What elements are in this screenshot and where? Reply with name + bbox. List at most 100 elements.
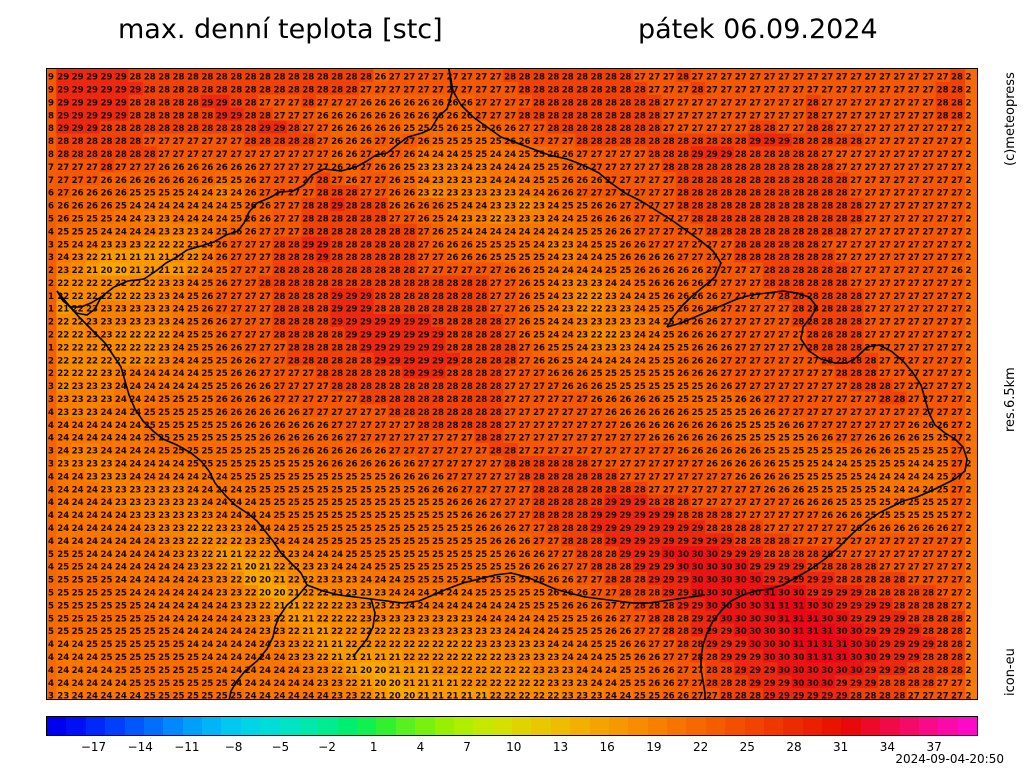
temperature-value: 27 — [634, 150, 646, 160]
temperature-value: 27 — [533, 369, 545, 379]
temperature-value: 25 — [216, 382, 228, 392]
temperature-value: 28 — [778, 292, 790, 302]
temperature-value: 25 — [245, 434, 257, 444]
temperature-value: 26 — [158, 163, 170, 173]
temperature-value: 27 — [634, 434, 646, 444]
temperature-value: 26 — [634, 240, 646, 250]
temperature-value: 24 — [201, 202, 213, 212]
temperature-value: 27 — [663, 202, 675, 212]
temperature-value: 26 — [201, 163, 213, 173]
temperature-value: 27 — [735, 98, 747, 108]
temperature-value: 28 — [490, 421, 502, 431]
temperature-value: 27 — [778, 85, 790, 95]
temperature-value: 28 — [432, 292, 444, 302]
temperature-cell — [633, 107, 649, 122]
temperature-value: 27 — [937, 253, 949, 263]
temperature-value: 27 — [951, 279, 963, 289]
temperature-value: 23 — [475, 163, 487, 173]
temperature-value: 27 — [850, 421, 862, 431]
temperature-value: 22 — [57, 279, 69, 289]
temperature-value: 25 — [533, 266, 545, 276]
temperature-value: 27 — [792, 111, 804, 121]
temperature-value: 29 — [115, 111, 127, 121]
temperature-value: 28 — [461, 343, 473, 353]
temperature-value: 24 — [533, 240, 545, 250]
temperature-cell — [373, 69, 389, 83]
temperature-value: 24 — [72, 421, 84, 431]
temperature-cell — [834, 133, 850, 147]
temperature-value: 28 — [735, 176, 747, 186]
temperature-value: 28 — [547, 98, 559, 108]
temperature-value: 28 — [331, 382, 343, 392]
temperature-value: 23 — [86, 447, 98, 457]
temperature-value: 28 — [432, 318, 444, 328]
temperature-value: 28 — [807, 240, 819, 250]
temperature-value: 28 — [807, 150, 819, 160]
temperature-value: 27 — [778, 305, 790, 315]
temperature-cell — [661, 107, 677, 122]
temperature-value: 29 — [360, 292, 372, 302]
temperature-value: 2 — [965, 369, 971, 379]
temperature-value: 27 — [922, 331, 934, 341]
temperature-value: 22 — [86, 343, 98, 353]
temperature-cell — [315, 133, 331, 147]
temperature-value: 28 — [100, 137, 112, 147]
temperature-value: 26 — [302, 421, 314, 431]
temperature-value: 27 — [893, 163, 905, 173]
temperature-value: 26 — [562, 163, 574, 173]
temperature-cell — [892, 94, 908, 109]
temperature-value: 28 — [418, 292, 430, 302]
temperature-value: 27 — [446, 73, 458, 83]
temperature-value: 28 — [562, 111, 574, 121]
temperature-value: 28 — [850, 202, 862, 212]
temperature-value: 2 — [965, 421, 971, 431]
temperature-value: 27 — [374, 189, 386, 199]
temperature-value: 28 — [836, 318, 848, 328]
temperature-value: 24 — [576, 266, 588, 276]
temperature-value: 26 — [187, 176, 199, 186]
temperature-value: 27 — [879, 356, 891, 366]
temperature-value: 23 — [504, 202, 516, 212]
temperature-value: 26 — [374, 98, 386, 108]
temperature-value: 25 — [619, 382, 631, 392]
temperature-value: 27 — [360, 434, 372, 444]
temperature-value: 27 — [259, 98, 271, 108]
temperature-value: 26 — [562, 369, 574, 379]
temperature-value: 28 — [821, 176, 833, 186]
temperature-value: 27 — [547, 395, 559, 405]
temperature-value: 27 — [57, 189, 69, 199]
temperature-value: 26 — [648, 279, 660, 289]
temperature-value: 24 — [187, 356, 199, 366]
temperature-cell — [748, 69, 764, 83]
temperature-value: 28 — [72, 137, 84, 147]
temperature-value: 28 — [302, 331, 314, 341]
temperature-value: 27 — [850, 434, 862, 444]
temperature-value: 25 — [201, 369, 213, 379]
temperature-value: 27 — [288, 369, 300, 379]
temperature-value: 27 — [418, 85, 430, 95]
temperature-value: 27 — [893, 318, 905, 328]
temperature-cell — [315, 94, 331, 109]
temperature-value: 22 — [129, 343, 141, 353]
temperature-value: 28 — [836, 227, 848, 237]
temperature-cell — [878, 94, 894, 109]
temperature-value: 26 — [230, 408, 242, 418]
temperature-value: 28 — [792, 202, 804, 212]
temperature-value: 27 — [879, 189, 891, 199]
temperature-value: 28 — [273, 292, 285, 302]
temperature-value: 3 — [48, 253, 54, 263]
temperature-value: 27 — [893, 227, 905, 237]
temperature-value: 25 — [519, 253, 531, 263]
temperature-value: 28 — [273, 331, 285, 341]
temperature-value: 25 — [216, 356, 228, 366]
temperature-value: 27 — [792, 395, 804, 405]
temperature-value: 24 — [57, 421, 69, 431]
temperature-cell — [589, 120, 605, 135]
temperature-value: 27 — [317, 150, 329, 160]
temperature-cell — [762, 107, 778, 122]
temperature-value: 28 — [677, 163, 689, 173]
temperature-value: 29 — [418, 331, 430, 341]
temperature-value: 22 — [86, 369, 98, 379]
temperature-cell — [777, 120, 793, 135]
temperature-value: 26 — [273, 421, 285, 431]
